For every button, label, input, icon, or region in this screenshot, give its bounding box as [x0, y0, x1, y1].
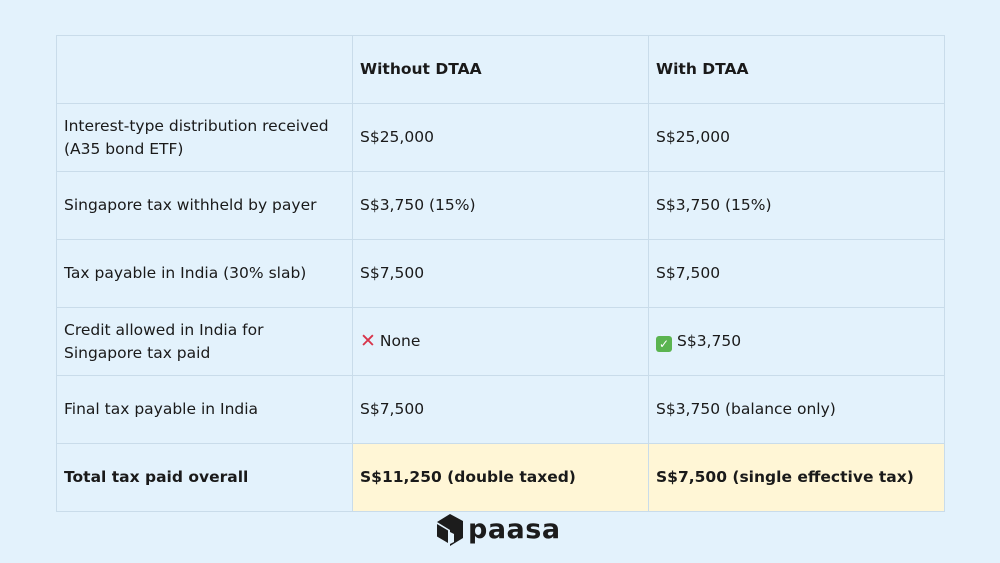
cell-with-dtaa: S$25,000	[648, 103, 945, 172]
check-mark-icon: ✓	[656, 336, 672, 352]
cell-without-dtaa: S$7,500	[352, 375, 649, 444]
header-without-dtaa: Without DTAA	[352, 35, 649, 104]
cell-with-dtaa: S$7,500	[648, 239, 945, 308]
total-with-dtaa: S$7,500 (single effective tax)	[648, 443, 945, 512]
cell-with-dtaa: ✓ S$3,750	[648, 307, 945, 376]
cell-text: None	[379, 332, 421, 350]
cell-text: S$3,750	[677, 332, 742, 350]
cross-mark-icon: ✕	[360, 330, 376, 352]
row-label: Credit allowed in India for Singapore ta…	[56, 307, 353, 376]
brand-logo: paasa	[437, 512, 561, 548]
table-row: Tax payable in India (30% slab) S$7,500 …	[56, 239, 945, 308]
row-label: Singapore tax withheld by payer	[56, 171, 353, 240]
brand-logo-icon	[437, 514, 463, 546]
table-row: Final tax payable in India S$7,500 S$3,7…	[56, 375, 945, 444]
row-label: Tax payable in India (30% slab)	[56, 239, 353, 308]
total-without-dtaa: S$11,250 (double taxed)	[352, 443, 649, 512]
cell-with-dtaa: S$3,750 (15%)	[648, 171, 945, 240]
table-row: Singapore tax withheld by payer S$3,750 …	[56, 171, 945, 240]
cell-without-dtaa: ✕ None	[352, 307, 649, 376]
table-header-row: Without DTAA With DTAA	[56, 35, 945, 104]
cell-without-dtaa: S$25,000	[352, 103, 649, 172]
table-row: Interest-type distribution received (A35…	[56, 103, 945, 172]
dtaa-comparison-table: Without DTAA With DTAA Interest-type dis…	[56, 35, 945, 512]
row-label: Final tax payable in India	[56, 375, 353, 444]
total-row: Total tax paid overall S$11,250 (double …	[56, 443, 945, 512]
row-label: Interest-type distribution received (A35…	[56, 103, 353, 172]
table-row: Credit allowed in India for Singapore ta…	[56, 307, 945, 376]
cell-with-dtaa: S$3,750 (balance only)	[648, 375, 945, 444]
cell-without-dtaa: S$7,500	[352, 239, 649, 308]
header-with-dtaa: With DTAA	[648, 35, 945, 104]
total-label: Total tax paid overall	[56, 443, 353, 512]
header-empty-cell	[56, 35, 353, 104]
comparison-table-wrapper: Without DTAA With DTAA Interest-type dis…	[56, 35, 945, 512]
brand-name: paasa	[468, 514, 561, 545]
cell-without-dtaa: S$3,750 (15%)	[352, 171, 649, 240]
